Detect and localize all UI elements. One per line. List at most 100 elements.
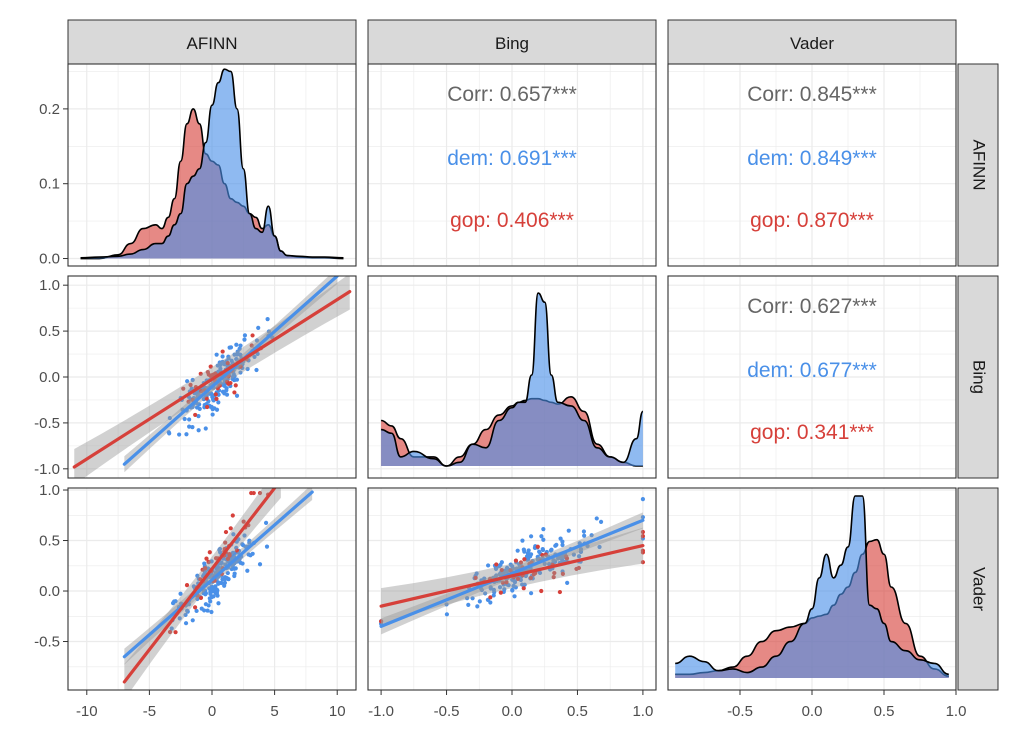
- scatter-point-dem: [254, 338, 260, 343]
- scatter-point-gop: [193, 605, 198, 610]
- regression-line-gop: [72, 290, 352, 469]
- scatter-point-dem: [190, 377, 195, 383]
- scatter-point-dem: [444, 612, 450, 617]
- x-tick-label-afinn: -5: [143, 703, 156, 720]
- scatter-point-gop: [515, 576, 521, 581]
- scatter-point-dem: [203, 592, 208, 597]
- scatter-point-dem: [235, 349, 240, 354]
- x-tick-label-bing: 0.0: [502, 703, 523, 720]
- panel-bing-vader: [667, 276, 957, 478]
- scatter-point-gop: [473, 575, 478, 580]
- strip-col-bing: [367, 19, 657, 65]
- scatter-point-dem: [221, 383, 226, 388]
- scatter-point-dem: [178, 591, 183, 596]
- scatter-point-dem: [211, 397, 216, 402]
- scatter-point-gop: [560, 571, 565, 576]
- panel-border: [67, 487, 357, 691]
- scatter-point-dem: [194, 608, 199, 614]
- scatter-point-gop: [232, 390, 237, 395]
- scatter-point-dem: [217, 547, 222, 552]
- scatter-point-dem: [246, 552, 251, 557]
- corr-gop-label: gop: 0.406***: [450, 209, 574, 232]
- strip-row-afinn: [957, 63, 999, 267]
- scatter-point-dem: [203, 426, 208, 431]
- scatter-point-gop: [564, 556, 570, 561]
- scatter-point-dem: [172, 599, 177, 604]
- scatter-point-dem: [222, 583, 227, 588]
- scatter-point-dem: [506, 583, 511, 588]
- scatter-point-dem: [224, 386, 229, 391]
- scatter-point-gop: [540, 553, 545, 558]
- scatter-point-dem: [183, 612, 188, 618]
- scatter-point-gop: [205, 404, 210, 410]
- scatter-point-gop: [225, 556, 231, 561]
- scatter-point-dem: [232, 573, 237, 579]
- scatter-point-dem: [553, 543, 558, 548]
- scatter-point-gop: [518, 560, 524, 565]
- scatter-point-dem: [576, 554, 582, 559]
- scatter-point-dem: [256, 325, 261, 330]
- strip-label-col-afinn: AFINN: [187, 34, 238, 53]
- scatter-point-dem: [254, 367, 259, 373]
- scatter-point-dem: [190, 424, 195, 430]
- scatter-point-dem: [216, 601, 221, 606]
- strip-label-row-bing: Bing: [970, 360, 989, 394]
- y-tick-label-vader: 1.0: [39, 482, 60, 499]
- scatter-point-gop: [640, 548, 646, 553]
- density-line-dem-vader: [675, 495, 949, 676]
- scatter-point-dem: [234, 342, 239, 347]
- scatter-point-gop: [640, 529, 646, 535]
- scatter-point-dem: [486, 563, 491, 568]
- scatter-point-dem: [266, 329, 272, 334]
- panel-border: [67, 275, 357, 479]
- corr-overall-label: Corr: 0.845***: [747, 83, 877, 106]
- scatter-point-gop: [188, 382, 193, 387]
- x-tick-label-afinn: 0: [208, 703, 216, 720]
- scatter-point-dem: [203, 602, 208, 607]
- regression-line-dem: [122, 490, 314, 659]
- scatter-point-dem: [238, 560, 243, 565]
- scatter-point-dem: [225, 576, 230, 581]
- scatter-point-dem: [499, 560, 504, 565]
- strip-label-row-afinn: AFINN: [970, 140, 989, 191]
- scatter-point-dem: [475, 604, 480, 609]
- scatter-point-dem: [497, 585, 503, 590]
- scatter-point-dem: [195, 573, 200, 578]
- scatter-point-dem: [537, 570, 543, 576]
- x-tick-label-afinn: -10: [76, 703, 98, 720]
- x-tick-label-vader: 1.0: [946, 703, 967, 720]
- scatter-point-gop: [223, 529, 229, 535]
- scatter-point-dem: [226, 354, 231, 359]
- scatter-point-gop: [204, 396, 209, 401]
- scatter-point-dem: [190, 618, 195, 623]
- scatter-point-dem: [242, 533, 247, 538]
- scatter-point-dem: [166, 430, 171, 435]
- scatter-point-dem: [477, 599, 482, 604]
- scatter-point-dem: [470, 596, 475, 601]
- scatter-point-gop: [228, 526, 233, 531]
- scatter-point-dem: [184, 432, 189, 437]
- scatter-point-dem: [214, 566, 219, 571]
- scatter-point-gop: [251, 490, 256, 496]
- y-tick-label-afinn: 0.1: [39, 176, 60, 193]
- panel-afinn-bing: [368, 64, 656, 266]
- y-tick-label-vader: 0.0: [39, 583, 60, 600]
- scatter-point-dem: [224, 392, 230, 397]
- scatter-point-gop: [213, 392, 218, 397]
- scatter-point-gop: [207, 550, 212, 555]
- scatter-point-dem: [539, 534, 544, 539]
- scatter-point-gop: [206, 372, 211, 377]
- scatter-point-dem: [488, 600, 493, 605]
- scatter-point-dem: [483, 591, 488, 596]
- scatter-point-gop: [378, 619, 384, 624]
- scatter-point-dem: [242, 337, 247, 342]
- x-tick-label-bing: 0.5: [567, 703, 588, 720]
- scatter-point-dem: [234, 356, 239, 362]
- scatter-point-dem: [520, 538, 525, 543]
- y-tick-label-bing: 0.0: [39, 369, 60, 386]
- scatter-point-dem: [535, 554, 540, 559]
- panel-border: [667, 487, 957, 691]
- scatter-point-dem: [187, 417, 192, 422]
- scatter-point-dem: [218, 561, 224, 566]
- scatter-point-gop: [227, 552, 232, 557]
